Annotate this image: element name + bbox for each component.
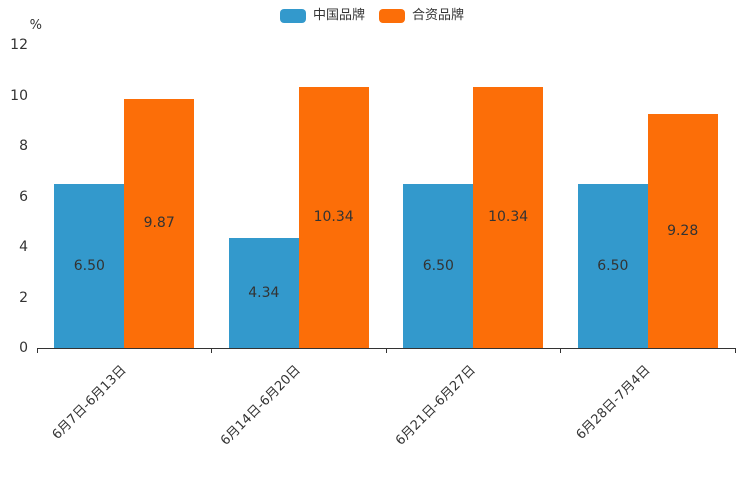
legend-label: 合资品牌 <box>412 8 465 23</box>
x-axis-tick-mark <box>385 348 387 353</box>
y-tick-label: 2 <box>19 289 28 306</box>
bar-series1-cat2[interactable]: 10.34 <box>473 86 544 348</box>
bar-pair: 6.50 10.34 <box>403 45 544 348</box>
x-axis-tick-mark <box>560 348 561 353</box>
legend-label: 中国品牌 <box>312 8 365 23</box>
category-group: 6.50 9.28 <box>561 45 736 348</box>
y-axis-unit-label: % <box>29 18 42 33</box>
x-axis-tick-mark <box>734 348 736 353</box>
x-axis-label: 6月14日-6月20日 <box>218 362 305 449</box>
legend-item-1[interactable]: 合资品牌 <box>379 9 464 23</box>
x-axis-tick-mark <box>36 348 38 353</box>
x-axis-label: 6月7日-6月13日 <box>49 362 130 443</box>
bar-value-label: 9.28 <box>667 222 699 239</box>
bar-series1-cat1[interactable]: 10.34 <box>298 86 369 348</box>
bar-value-label: 6.50 <box>73 257 105 274</box>
bar-series0-cat0[interactable]: 6.50 <box>54 183 125 348</box>
y-tick-label: 10 <box>10 87 28 104</box>
y-tick-label: 0 <box>19 340 28 356</box>
bar-value-label: 6.50 <box>597 257 629 274</box>
bar-series0-cat1[interactable]: 4.34 <box>228 238 299 348</box>
x-axis-tick-mark <box>211 348 212 353</box>
bar-value-label: 10.34 <box>313 209 354 226</box>
bar-series0-cat3[interactable]: 6.50 <box>577 183 648 348</box>
y-tick-label: 8 <box>19 138 28 154</box>
bar-pair: 6.50 9.87 <box>54 45 195 348</box>
legend-item-0[interactable]: 中国品牌 <box>279 8 365 23</box>
y-tick-label: 4 <box>19 239 28 255</box>
bar-value-label: 10.34 <box>488 209 529 226</box>
bar-value-label: 4.34 <box>248 285 280 302</box>
category-group: 4.34 10.34 <box>212 45 387 348</box>
legend-swatch-icon <box>379 9 405 23</box>
y-tick-label: 12 <box>10 37 28 53</box>
bar-pair: 4.34 10.34 <box>228 45 369 348</box>
x-axis-label: 6月21日-6月27日 <box>392 362 479 449</box>
bar-series1-cat3[interactable]: 9.28 <box>647 113 718 348</box>
bar-pair: 6.50 9.28 <box>577 45 718 348</box>
y-tick-label: 6 <box>19 188 28 205</box>
category-group: 6.50 9.87 <box>37 45 212 348</box>
legend-swatch-icon <box>279 9 306 23</box>
bar-series1-cat0[interactable]: 9.87 <box>124 98 195 348</box>
bar-value-label: 9.87 <box>143 215 175 232</box>
legend: 中国品牌 合资品牌 <box>0 9 744 23</box>
bar-series0-cat2[interactable]: 6.50 <box>403 183 474 348</box>
bar-value-label: 6.50 <box>422 257 454 274</box>
plot-area: 6.50 9.87 4.34 10.34 6.50 10.34 6.50 9.28 <box>36 45 736 353</box>
x-axis-label: 6月28日-7月4日 <box>573 362 654 443</box>
category-group: 6.50 10.34 <box>386 45 561 348</box>
